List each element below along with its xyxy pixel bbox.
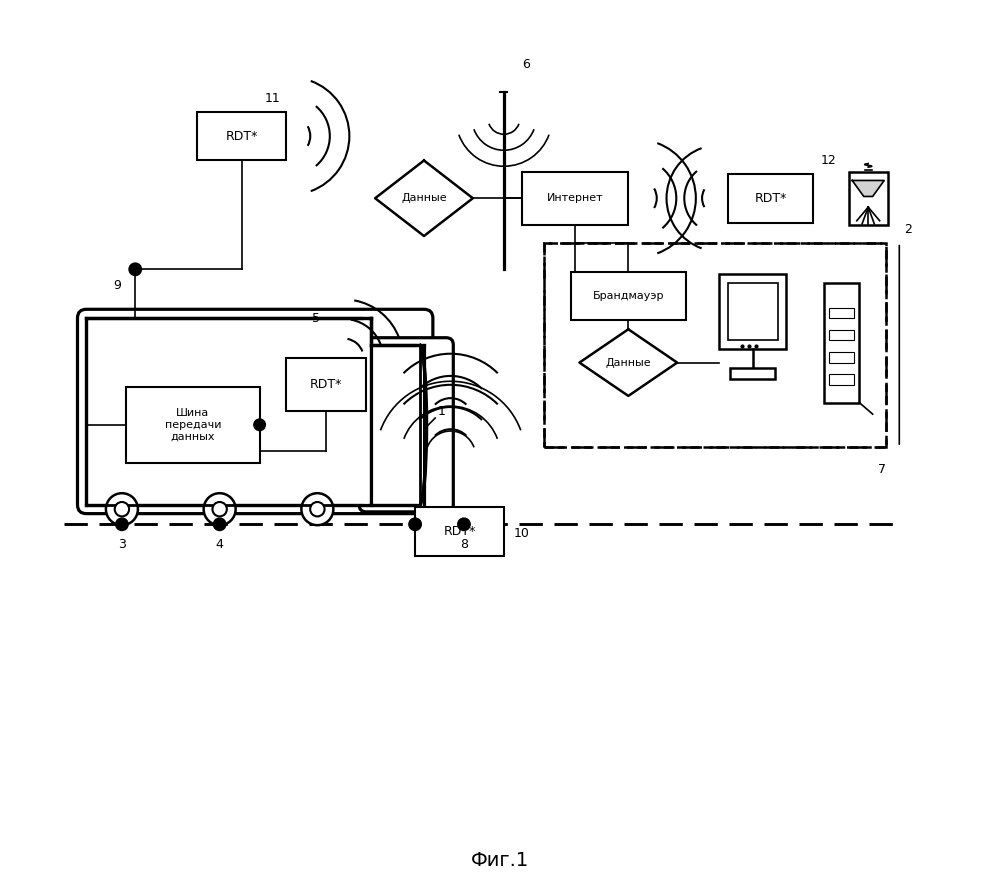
Text: Данные: Данные <box>605 358 651 367</box>
Circle shape <box>214 519 226 530</box>
Text: 6: 6 <box>522 58 530 72</box>
Bar <box>728 283 777 341</box>
Circle shape <box>409 519 422 530</box>
Bar <box>829 308 854 318</box>
Text: RDT*: RDT* <box>754 191 786 205</box>
Text: RDT*: RDT* <box>444 525 476 538</box>
Text: Интернет: Интернет <box>546 193 603 203</box>
Text: 12: 12 <box>820 155 836 167</box>
Bar <box>829 375 854 384</box>
Text: Брандмауэр: Брандмауэр <box>592 291 664 301</box>
FancyBboxPatch shape <box>78 309 433 514</box>
Bar <box>829 330 854 341</box>
Circle shape <box>213 502 227 517</box>
Text: 9: 9 <box>114 279 122 291</box>
Circle shape <box>129 263 142 275</box>
Bar <box>543 242 886 447</box>
Bar <box>86 318 371 505</box>
Polygon shape <box>852 181 884 197</box>
FancyBboxPatch shape <box>126 387 260 462</box>
Circle shape <box>254 419 266 431</box>
Polygon shape <box>375 161 473 236</box>
FancyBboxPatch shape <box>543 242 886 447</box>
Text: 10: 10 <box>513 527 529 540</box>
Bar <box>371 345 424 505</box>
FancyBboxPatch shape <box>198 112 287 161</box>
Bar <box>371 345 420 505</box>
Text: 3: 3 <box>118 538 126 552</box>
Text: RDT*: RDT* <box>226 130 258 142</box>
FancyBboxPatch shape <box>570 272 686 320</box>
FancyBboxPatch shape <box>287 358 367 411</box>
Bar <box>824 283 859 402</box>
Circle shape <box>310 502 325 517</box>
Bar <box>86 318 371 505</box>
Circle shape <box>115 502 129 517</box>
Circle shape <box>458 519 471 530</box>
Circle shape <box>204 493 236 525</box>
Bar <box>829 352 854 363</box>
Text: 2: 2 <box>904 223 912 236</box>
Text: 5: 5 <box>312 312 320 325</box>
Bar <box>719 274 786 350</box>
Text: Фиг.1: Фиг.1 <box>471 850 528 870</box>
Text: 8: 8 <box>460 538 468 552</box>
Circle shape <box>106 493 138 525</box>
Text: Данные: Данные <box>402 193 447 203</box>
Text: RDT*: RDT* <box>310 378 343 392</box>
Text: Шина
передачи
данных: Шина передачи данных <box>165 409 221 442</box>
FancyBboxPatch shape <box>728 173 812 223</box>
FancyBboxPatch shape <box>521 172 628 225</box>
Bar <box>849 172 888 225</box>
Polygon shape <box>579 329 677 396</box>
FancyBboxPatch shape <box>359 338 454 512</box>
Text: 4: 4 <box>216 538 224 552</box>
FancyBboxPatch shape <box>416 507 503 556</box>
Text: 1: 1 <box>438 405 446 418</box>
Text: 11: 11 <box>265 92 281 105</box>
Text: 7: 7 <box>877 463 885 476</box>
Circle shape <box>302 493 334 525</box>
Circle shape <box>116 519 128 530</box>
Bar <box>730 368 775 378</box>
